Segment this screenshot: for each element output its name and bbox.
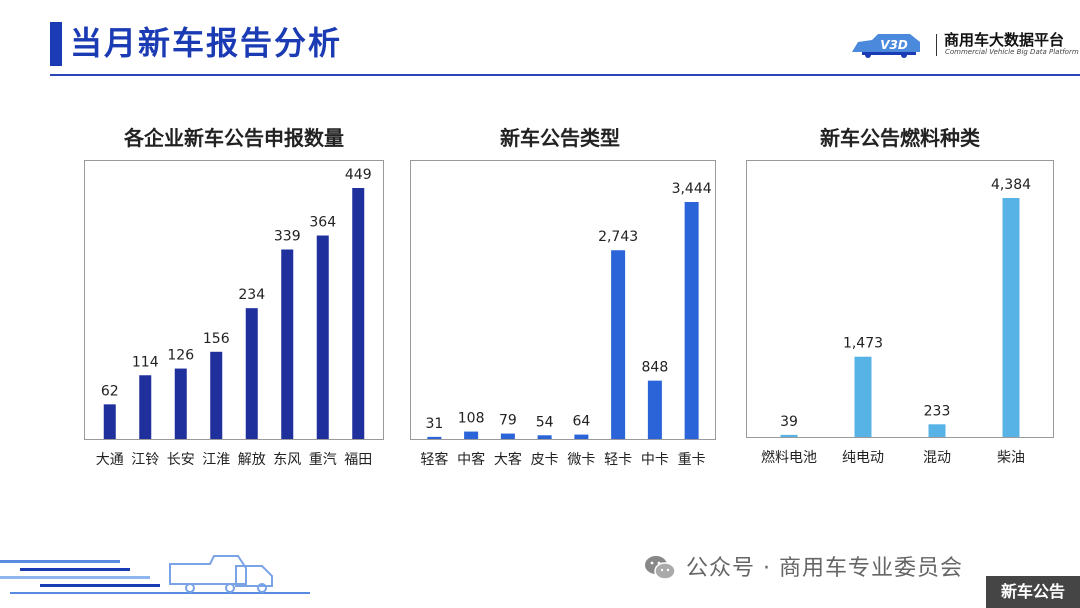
chart2-value-label-6: 2,743 bbox=[598, 229, 638, 245]
chart2-bar-4 bbox=[537, 435, 552, 439]
chart2-category-label-1: 轻客 bbox=[420, 451, 448, 468]
chart1-svg: 62 大通 114 江铃 126 长安 156 江淮 234 解放 339 东风 364 重汽 449 福田 bbox=[84, 160, 384, 468]
chart2-value-label-2: 108 bbox=[458, 411, 485, 427]
chart3-frame bbox=[746, 160, 1054, 438]
chart1-bar-7 bbox=[316, 235, 329, 439]
chart1-category-label-3: 长安 bbox=[167, 452, 195, 468]
chart2-category-label-3: 大客 bbox=[494, 451, 522, 468]
chart2-category-label-8: 重卡 bbox=[678, 452, 706, 468]
chart3-bar-4 bbox=[1002, 198, 1020, 437]
chart3-category-label-1: 燃料电池 bbox=[761, 449, 817, 466]
chart2-category-label-2: 中客 bbox=[457, 451, 485, 468]
section-tag: 新车公告 bbox=[986, 576, 1080, 608]
chart1-category-label-5: 解放 bbox=[238, 452, 266, 468]
chart1-category-label-8: 福田 bbox=[344, 452, 372, 468]
chart3-value-label-3: 233 bbox=[924, 403, 951, 419]
chart2-bar-1 bbox=[427, 436, 442, 439]
chart1-value-label-6: 339 bbox=[274, 228, 301, 244]
title-accent-bar bbox=[50, 22, 62, 66]
chart3-bar-3 bbox=[928, 424, 946, 437]
chart3-value-label-4: 4,384 bbox=[991, 177, 1031, 193]
chart2-value-label-4: 54 bbox=[536, 414, 554, 430]
chart1-bar-5 bbox=[245, 308, 258, 439]
wechat-account-text: 公众号 · 商用车专业委员会 bbox=[686, 556, 963, 581]
chart1-value-label-8: 449 bbox=[345, 167, 372, 183]
chart1-bar-3 bbox=[174, 368, 187, 439]
chart1-value-label-5: 234 bbox=[238, 287, 265, 303]
chart1-category-label-4: 江淮 bbox=[202, 452, 230, 468]
chart1-value-label-4: 156 bbox=[203, 331, 230, 347]
chart1-bar-6 bbox=[281, 249, 294, 439]
truck-logo-icon: V3D bbox=[852, 34, 920, 58]
brand-divider bbox=[936, 34, 937, 56]
chart3-value-label-2: 1,473 bbox=[843, 336, 883, 352]
chart1-frame bbox=[84, 160, 384, 440]
chart1-value-label-1: 62 bbox=[101, 383, 119, 399]
chart1-bar-1 bbox=[103, 404, 116, 439]
chart2-title: 新车公告类型 bbox=[500, 126, 620, 150]
brand-logo-text: V3D bbox=[880, 38, 908, 52]
chart2-category-label-6: 轻卡 bbox=[604, 452, 632, 468]
brand-name: 商用车大数据平台 bbox=[944, 31, 1065, 49]
chart3-category-label-3: 混动 bbox=[923, 450, 951, 466]
chart1-category-label-7: 重汽 bbox=[309, 452, 337, 468]
chart3-category-label-2: 纯电动 bbox=[842, 450, 884, 466]
chart1-bar-2 bbox=[139, 375, 152, 439]
chart2-category-label-5: 微卡 bbox=[567, 452, 595, 468]
chart1-value-label-2: 114 bbox=[132, 354, 159, 370]
truck-stripes-decoration bbox=[0, 555, 310, 594]
wechat-icon bbox=[645, 556, 676, 580]
chart2-category-label-7: 中卡 bbox=[641, 452, 669, 468]
chart3-bar-1 bbox=[780, 434, 798, 437]
chart1-category-label-6: 东风 bbox=[273, 452, 301, 468]
brand-subtitle: Commercial Vehicle Big Data Platform bbox=[945, 48, 1079, 56]
chart2-value-label-8: 3,444 bbox=[672, 181, 712, 197]
chart3-title: 新车公告燃料种类 bbox=[820, 126, 980, 150]
chart2-bar-2 bbox=[464, 431, 479, 439]
chart1-title: 各企业新车公告申报数量 bbox=[124, 126, 344, 150]
chart3-value-label-1: 39 bbox=[780, 414, 798, 430]
chart2-value-label-3: 79 bbox=[499, 413, 517, 429]
chart3-svg: 39 燃料电池 1,473 纯电动 233 混动 4,384 柴油 bbox=[746, 160, 1054, 466]
chart1-bar-4 bbox=[210, 351, 223, 439]
chart1-bar-8 bbox=[352, 188, 365, 439]
chart2-bar-7 bbox=[647, 380, 662, 439]
chart1-value-label-3: 126 bbox=[167, 348, 194, 364]
chart2-value-label-1: 31 bbox=[425, 416, 443, 432]
chart2-frame bbox=[410, 160, 716, 440]
chart2-bar-5 bbox=[574, 434, 589, 439]
chart3-category-label-4: 柴油 bbox=[997, 450, 1025, 466]
chart2-bar-8 bbox=[684, 202, 699, 439]
brand: V3D 商用车大数据平台 Commercial Vehicle Big Data… bbox=[848, 26, 1079, 66]
chart1-value-label-7: 364 bbox=[309, 215, 336, 231]
chart3-bar-2 bbox=[854, 356, 872, 437]
chart2-value-label-5: 64 bbox=[572, 414, 590, 430]
chart2-category-label-4: 皮卡 bbox=[531, 452, 559, 468]
header-divider bbox=[50, 74, 1080, 76]
chart1-category-label-1: 大通 bbox=[96, 452, 124, 468]
chart1-category-label-2: 江铃 bbox=[131, 452, 159, 468]
chart2-svg: 31 轻客 108 中客 79 大客 54 皮卡 64 微卡 2,743 轻卡 848 中卡 3,444 重卡 bbox=[410, 160, 716, 468]
chart2-value-label-7: 848 bbox=[642, 360, 669, 376]
page-title: 当月新车报告分析 bbox=[70, 24, 343, 62]
chart2-bar-3 bbox=[500, 433, 515, 439]
chart2-bar-6 bbox=[611, 250, 626, 439]
